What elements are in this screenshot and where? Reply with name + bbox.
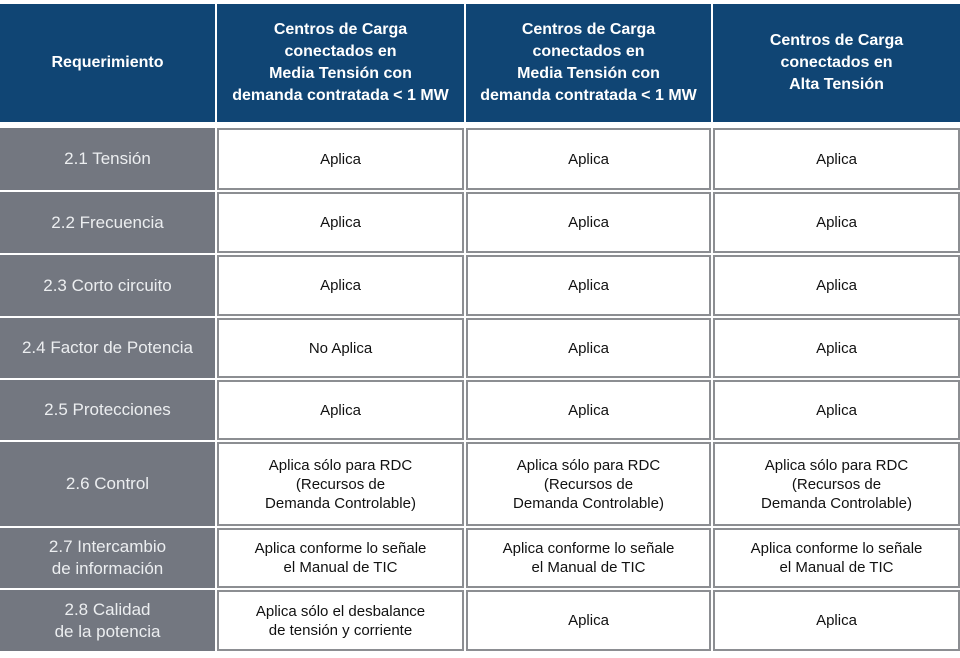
table-header: Requerimiento Centros de Carga conectado… <box>0 4 960 122</box>
table-body: 2.1 Tensión Aplica Aplica Aplica 2.2 Frecuen… <box>0 128 960 651</box>
requirement-cell: 2.3 Corto circuito <box>0 255 215 316</box>
cell-mt-1: Aplica <box>217 192 464 253</box>
cell-at: Aplica <box>713 590 960 651</box>
cell-mt-2: Aplica <box>466 380 711 440</box>
header-mt-1: Centros de Carga conectados en Media Ten… <box>217 4 464 122</box>
requirement-cell: 2.6 Control <box>0 442 215 526</box>
cell-at: Aplica conforme lo señale el Manual de T… <box>713 528 960 588</box>
cell-at: Aplica <box>713 380 960 440</box>
requirement-cell: 2.5 Protecciones <box>0 380 215 440</box>
cell-mt-1: Aplica <box>217 128 464 190</box>
cell-mt-2: Aplica conforme lo señale el Manual de T… <box>466 528 711 588</box>
header-requerimiento: Requerimiento <box>0 4 215 122</box>
cell-mt-1: Aplica <box>217 380 464 440</box>
cell-at: Aplica <box>713 318 960 378</box>
cell-mt-1: Aplica sólo para RDC (Recursos de Demand… <box>217 442 464 526</box>
cell-mt-1: Aplica <box>217 255 464 316</box>
requirement-cell: 2.4 Factor de Potencia <box>0 318 215 378</box>
cell-mt-2: Aplica <box>466 590 711 651</box>
cell-mt-2: Aplica <box>466 318 711 378</box>
cell-mt-1: Aplica conforme lo señale el Manual de T… <box>217 528 464 588</box>
cell-at: Aplica <box>713 192 960 253</box>
cell-at: Aplica sólo para RDC (Recursos de Demand… <box>713 442 960 526</box>
cell-at: Aplica <box>713 128 960 190</box>
header-at: Centros de Carga conectados en Alta Tens… <box>713 4 960 122</box>
requirement-cell: 2.8 Calidad de la potencia <box>0 590 215 651</box>
header-mt-2: Centros de Carga conectados en Media Ten… <box>466 4 711 122</box>
requirement-cell: 2.1 Tensión <box>0 128 215 190</box>
cell-at: Aplica <box>713 255 960 316</box>
cell-mt-1: No Aplica <box>217 318 464 378</box>
cell-mt-2: Aplica <box>466 128 711 190</box>
requirement-cell: 2.2 Frecuencia <box>0 192 215 253</box>
requirement-cell: 2.7 Intercambio de información <box>0 528 215 588</box>
cell-mt-1: Aplica sólo el desbalance de tensión y c… <box>217 590 464 651</box>
cell-mt-2: Aplica <box>466 255 711 316</box>
cell-mt-2: Aplica sólo para RDC (Recursos de Demand… <box>466 442 711 526</box>
cell-mt-2: Aplica <box>466 192 711 253</box>
